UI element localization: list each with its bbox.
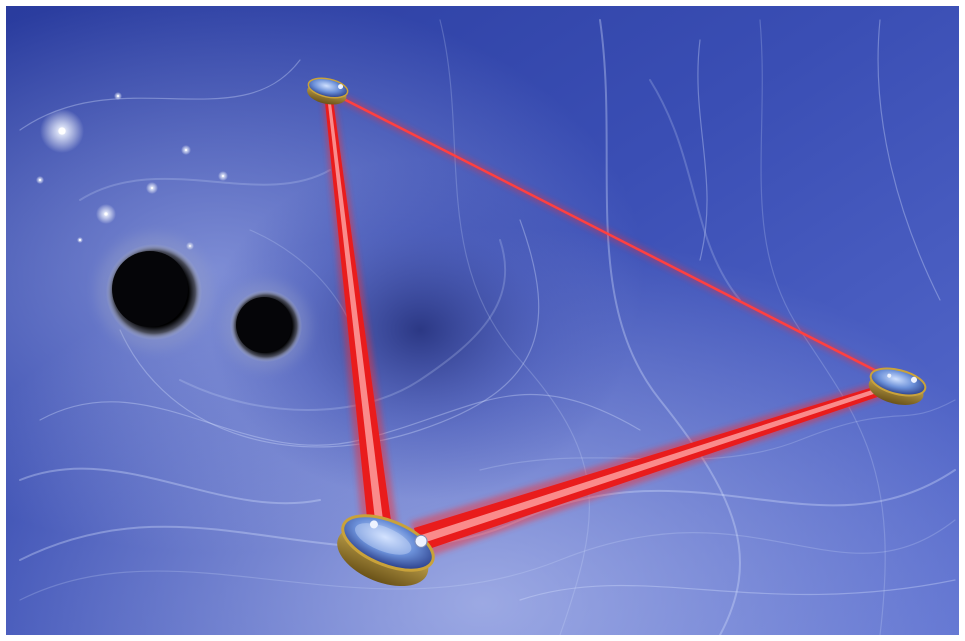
wave-line xyxy=(479,399,956,471)
star-core xyxy=(222,175,224,177)
wave-line xyxy=(19,467,321,505)
spacecraft-bottom xyxy=(337,514,435,587)
spacecraft-bottom-telescope xyxy=(414,534,428,548)
laser-links xyxy=(322,88,902,560)
laser-top-to-bottom-core xyxy=(327,95,383,520)
wave-line xyxy=(19,519,956,601)
wave-line xyxy=(697,39,708,261)
star-core xyxy=(104,212,108,216)
star-core xyxy=(39,179,41,181)
wave-line xyxy=(179,239,507,411)
star-field xyxy=(36,92,228,250)
laser-top-to-right xyxy=(328,90,900,384)
wave-line xyxy=(519,579,956,601)
star-core xyxy=(151,187,153,189)
spacetime-vortex xyxy=(210,160,630,500)
spacecraft-right-dish xyxy=(869,367,927,397)
laser-bottom-to-right-core xyxy=(418,383,895,544)
star-core xyxy=(185,149,187,151)
spacecraft-right xyxy=(868,367,927,405)
star-core xyxy=(79,239,81,241)
wave-line xyxy=(439,19,591,636)
spacecraft-bottom-reflection xyxy=(355,523,412,555)
spacecraft-right-antenna xyxy=(887,373,892,378)
black-hole-pair xyxy=(96,234,310,370)
wave-line xyxy=(599,19,741,636)
black-hole-small-core xyxy=(236,297,292,353)
spacecraft-bottom-antenna xyxy=(369,520,378,529)
wave-line xyxy=(649,79,741,301)
star-core xyxy=(58,127,66,135)
spacecraft-right-telescope xyxy=(911,376,918,383)
wave-line xyxy=(79,169,331,201)
spacecraft-top-dish xyxy=(307,77,349,99)
black-hole-large-core xyxy=(112,251,188,327)
spacecraft-top xyxy=(307,77,349,105)
spacecraft-top-telescope xyxy=(338,84,344,90)
star-core xyxy=(117,95,119,97)
wave-line xyxy=(119,219,540,448)
wave-line xyxy=(877,19,941,301)
spacecraft-bottom-dish xyxy=(341,514,435,572)
